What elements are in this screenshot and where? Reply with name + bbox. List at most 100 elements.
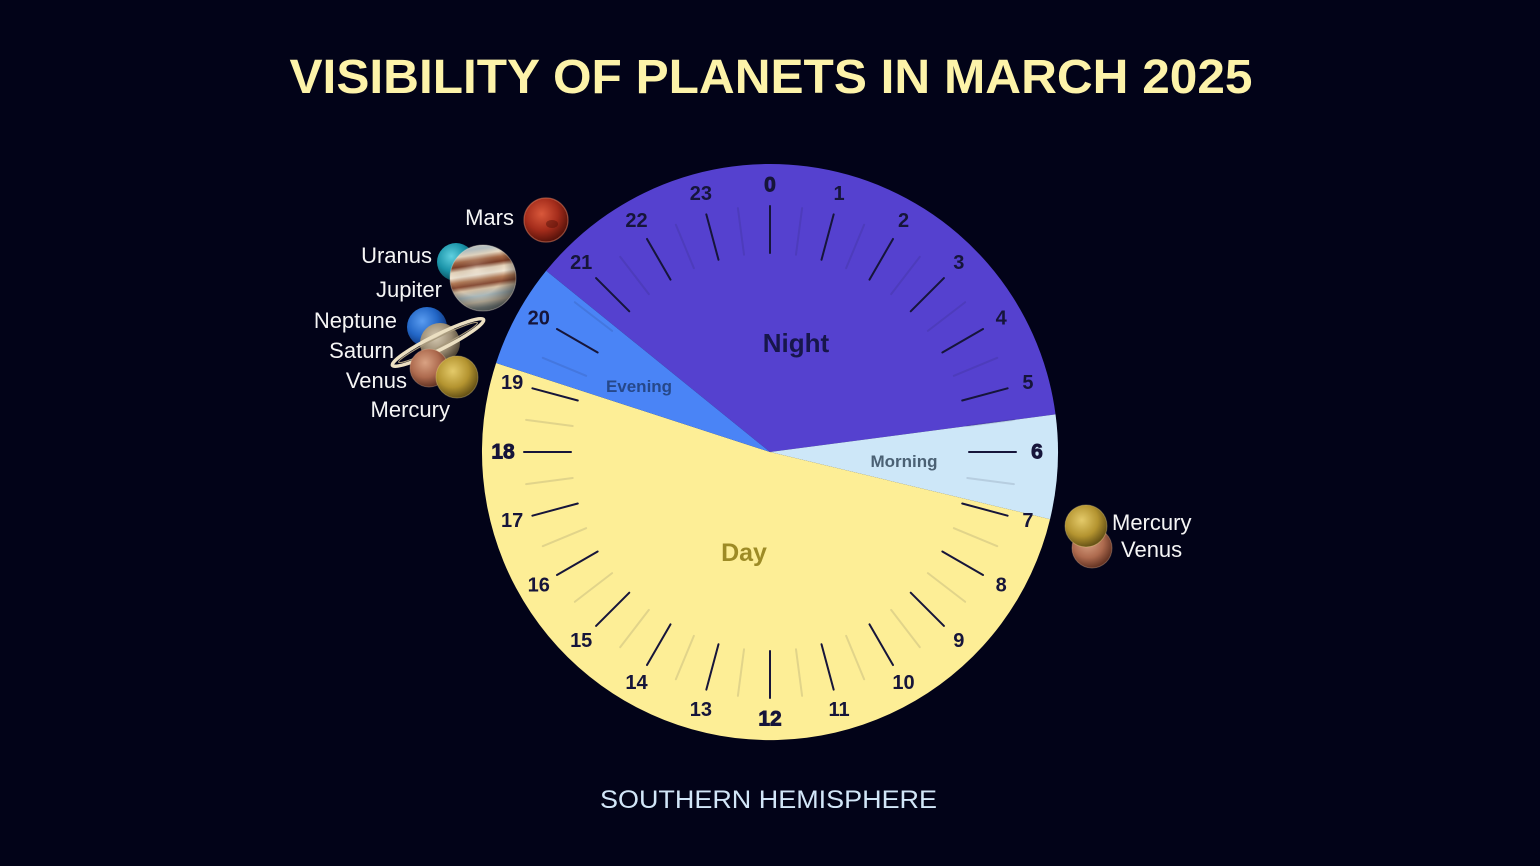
major-tick — [555, 328, 599, 354]
major-tick — [961, 502, 1009, 517]
planet-mercury-morning: Mercury — [1064, 504, 1191, 548]
hour-label-0: 0 — [764, 174, 776, 197]
hour-label-9: 9 — [953, 630, 964, 652]
minor-tick — [573, 301, 614, 332]
major-tick — [595, 591, 631, 627]
sector-morning — [770, 414, 1059, 520]
sector-labels: Night Morning Day Evening — [606, 328, 938, 567]
hour-label-18: 18 — [491, 441, 515, 464]
planet-label-jupiter: Jupiter — [376, 277, 442, 302]
planet-jupiter-evening: Jupiter — [376, 244, 517, 312]
planet-label-mars: Mars — [465, 205, 514, 230]
hour-label-21: 21 — [570, 252, 592, 274]
major-tick — [909, 277, 945, 313]
major-tick — [705, 643, 720, 691]
major-tick — [820, 213, 835, 261]
mercury-icon — [435, 355, 479, 399]
major-tick — [868, 623, 894, 667]
hour-ticks — [523, 205, 1017, 699]
major-tick — [941, 328, 985, 354]
minor-tick — [525, 418, 574, 428]
hour-label-10: 10 — [892, 672, 914, 694]
hour-label-4: 4 — [996, 308, 1008, 330]
sector-label-evening: Evening — [606, 377, 672, 396]
planet-label-neptune: Neptune — [314, 308, 397, 333]
clock-sectors — [481, 163, 1059, 741]
hour-label-2: 2 — [898, 210, 909, 232]
minor-tick — [541, 356, 588, 377]
mars-surface-spot — [546, 220, 558, 228]
hour-label-12: 12 — [758, 708, 781, 731]
major-tick — [531, 502, 579, 517]
hour-label-19: 19 — [501, 372, 523, 394]
sector-day — [481, 363, 1051, 741]
chart-title: VISIBILITY OF PLANETS IN MARCH 2025 — [290, 51, 1253, 104]
minor-tick — [845, 634, 866, 681]
hour-label-15: 15 — [570, 630, 592, 652]
minor-tick — [794, 207, 804, 256]
minor-tick — [674, 634, 695, 681]
hour-label-3: 3 — [953, 252, 964, 274]
hour-label-13: 13 — [690, 699, 712, 721]
major-tick — [646, 623, 672, 667]
planet-mars-evening: Mars — [465, 197, 569, 243]
hour-label-7: 7 — [1022, 510, 1033, 532]
major-tick — [531, 387, 579, 402]
hour-label-6: 6 — [1031, 441, 1043, 464]
minor-tick — [952, 527, 999, 548]
hour-label-16: 16 — [528, 575, 550, 597]
major-tick — [595, 277, 631, 313]
sector-label-morning: Morning — [870, 452, 937, 471]
mercury-icon — [1064, 504, 1108, 548]
minor-tick — [952, 356, 999, 377]
minor-tick — [966, 476, 1015, 486]
hour-label-14: 14 — [625, 672, 648, 694]
minor-tick — [966, 418, 1015, 428]
minor-tick — [674, 223, 695, 270]
minor-tick — [573, 572, 614, 603]
minor-tick — [736, 207, 746, 256]
planet-label-venus: Venus — [346, 368, 407, 393]
minor-tick — [926, 572, 967, 603]
major-tick — [820, 643, 835, 691]
hour-label-8: 8 — [996, 575, 1007, 597]
major-tick — [555, 550, 599, 576]
hour-label-23: 23 — [690, 183, 712, 205]
minor-tick — [736, 648, 746, 697]
hour-label-20: 20 — [528, 308, 550, 330]
planet-label-saturn: Saturn — [329, 338, 394, 363]
hemisphere-label: SOUTHERN HEMISPHERE — [600, 786, 937, 814]
minor-tick — [890, 255, 921, 296]
major-tick — [909, 591, 945, 627]
minor-tick — [890, 608, 921, 649]
jupiter-icon — [450, 245, 516, 311]
hour-label-22: 22 — [625, 210, 647, 232]
major-tick — [646, 237, 672, 281]
minor-tick — [794, 648, 804, 697]
planet-mercury-evening: Mercury — [371, 355, 479, 422]
minor-tick — [926, 301, 967, 332]
minor-tick — [619, 608, 650, 649]
hour-label-1: 1 — [834, 183, 845, 205]
sector-night — [546, 163, 1056, 452]
hour-label-11: 11 — [829, 699, 850, 721]
sector-evening — [496, 270, 770, 452]
minor-tick — [525, 476, 574, 486]
minor-tick — [541, 527, 588, 548]
minor-tick — [845, 223, 866, 270]
major-tick — [705, 213, 720, 261]
planet-label-mercury: Mercury — [371, 397, 450, 422]
major-tick — [941, 550, 985, 576]
minor-tick — [619, 255, 650, 296]
mars-icon — [523, 197, 569, 243]
sector-label-day: Day — [721, 539, 767, 567]
planet-label-mercury: Mercury — [1112, 510, 1191, 535]
hour-label-17: 17 — [501, 510, 523, 532]
morning-planets: Venus Mercury — [1064, 504, 1191, 569]
planet-label-venus: Venus — [1121, 537, 1182, 562]
hour-label-5: 5 — [1022, 372, 1033, 394]
sector-label-night: Night — [763, 328, 830, 358]
